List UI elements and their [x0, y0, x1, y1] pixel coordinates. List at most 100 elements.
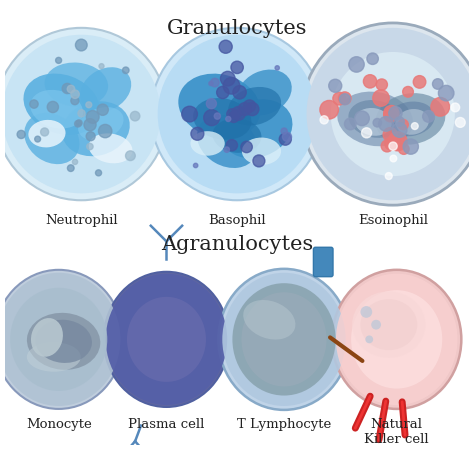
Text: Natural
Killer cell: Natural Killer cell — [365, 418, 429, 446]
Circle shape — [383, 128, 397, 142]
Ellipse shape — [242, 138, 281, 165]
Circle shape — [399, 144, 409, 154]
Ellipse shape — [104, 272, 229, 407]
Circle shape — [210, 78, 219, 87]
Circle shape — [209, 82, 213, 86]
Circle shape — [2, 35, 161, 193]
Ellipse shape — [127, 297, 206, 382]
Circle shape — [95, 170, 101, 176]
Circle shape — [86, 132, 95, 141]
Circle shape — [253, 155, 265, 167]
Circle shape — [371, 320, 381, 330]
Circle shape — [220, 71, 235, 86]
Circle shape — [217, 86, 229, 99]
Circle shape — [388, 132, 407, 151]
Circle shape — [214, 113, 220, 119]
Circle shape — [99, 63, 104, 69]
Ellipse shape — [386, 101, 435, 136]
Ellipse shape — [35, 320, 92, 363]
Circle shape — [87, 143, 93, 150]
Circle shape — [75, 39, 87, 51]
Circle shape — [373, 119, 382, 127]
Circle shape — [47, 101, 58, 113]
Circle shape — [226, 116, 231, 121]
Circle shape — [364, 75, 377, 88]
Text: Neutrophil: Neutrophil — [45, 214, 118, 227]
Ellipse shape — [89, 133, 132, 163]
Circle shape — [381, 140, 393, 152]
Ellipse shape — [0, 273, 120, 406]
Ellipse shape — [10, 288, 107, 391]
Circle shape — [281, 128, 287, 134]
Circle shape — [0, 28, 167, 200]
Ellipse shape — [351, 290, 442, 389]
Ellipse shape — [348, 100, 402, 138]
Ellipse shape — [243, 300, 295, 340]
Circle shape — [365, 336, 373, 343]
Circle shape — [206, 99, 217, 109]
Circle shape — [86, 102, 92, 108]
Circle shape — [403, 87, 413, 97]
Circle shape — [78, 110, 85, 117]
Circle shape — [379, 116, 393, 131]
Circle shape — [233, 86, 246, 99]
Ellipse shape — [24, 73, 100, 135]
Circle shape — [456, 117, 465, 127]
Circle shape — [84, 119, 96, 131]
Ellipse shape — [212, 118, 262, 153]
Circle shape — [307, 28, 474, 200]
Circle shape — [232, 106, 246, 120]
Circle shape — [345, 118, 356, 130]
Circle shape — [411, 123, 418, 130]
Text: Agranulocytes: Agranulocytes — [161, 235, 313, 254]
Circle shape — [86, 111, 99, 123]
Circle shape — [275, 66, 279, 70]
Circle shape — [349, 57, 364, 72]
Ellipse shape — [232, 283, 336, 395]
Ellipse shape — [193, 98, 252, 140]
Circle shape — [338, 92, 351, 105]
Text: Granulocytes: Granulocytes — [167, 19, 307, 38]
Ellipse shape — [78, 107, 124, 140]
Circle shape — [122, 67, 129, 73]
Circle shape — [389, 142, 397, 150]
Ellipse shape — [375, 93, 446, 145]
Ellipse shape — [27, 313, 100, 370]
Circle shape — [204, 110, 220, 125]
Circle shape — [403, 139, 419, 154]
Circle shape — [279, 133, 292, 145]
Circle shape — [17, 130, 25, 139]
Text: Basophil: Basophil — [208, 214, 266, 227]
Circle shape — [423, 111, 434, 122]
Circle shape — [41, 128, 49, 136]
Circle shape — [283, 132, 292, 141]
Circle shape — [373, 90, 389, 106]
Circle shape — [55, 58, 62, 63]
Circle shape — [431, 97, 449, 116]
Circle shape — [385, 137, 397, 150]
Text: T Lymphocyte: T Lymphocyte — [237, 418, 331, 431]
Ellipse shape — [197, 115, 257, 168]
Circle shape — [390, 155, 397, 162]
Ellipse shape — [221, 99, 292, 158]
Circle shape — [219, 40, 232, 53]
Circle shape — [395, 117, 404, 126]
Circle shape — [67, 165, 74, 172]
FancyBboxPatch shape — [313, 247, 333, 277]
Ellipse shape — [237, 70, 292, 116]
Circle shape — [362, 128, 372, 138]
Ellipse shape — [396, 109, 429, 135]
Circle shape — [246, 102, 259, 116]
Ellipse shape — [191, 131, 225, 156]
Ellipse shape — [0, 270, 123, 409]
Ellipse shape — [178, 74, 260, 139]
Ellipse shape — [222, 273, 346, 406]
Circle shape — [158, 35, 316, 193]
Circle shape — [413, 76, 426, 88]
Circle shape — [367, 53, 378, 64]
Ellipse shape — [242, 292, 327, 386]
Ellipse shape — [336, 274, 457, 405]
Circle shape — [392, 123, 407, 137]
Circle shape — [432, 79, 443, 89]
Circle shape — [390, 135, 404, 150]
